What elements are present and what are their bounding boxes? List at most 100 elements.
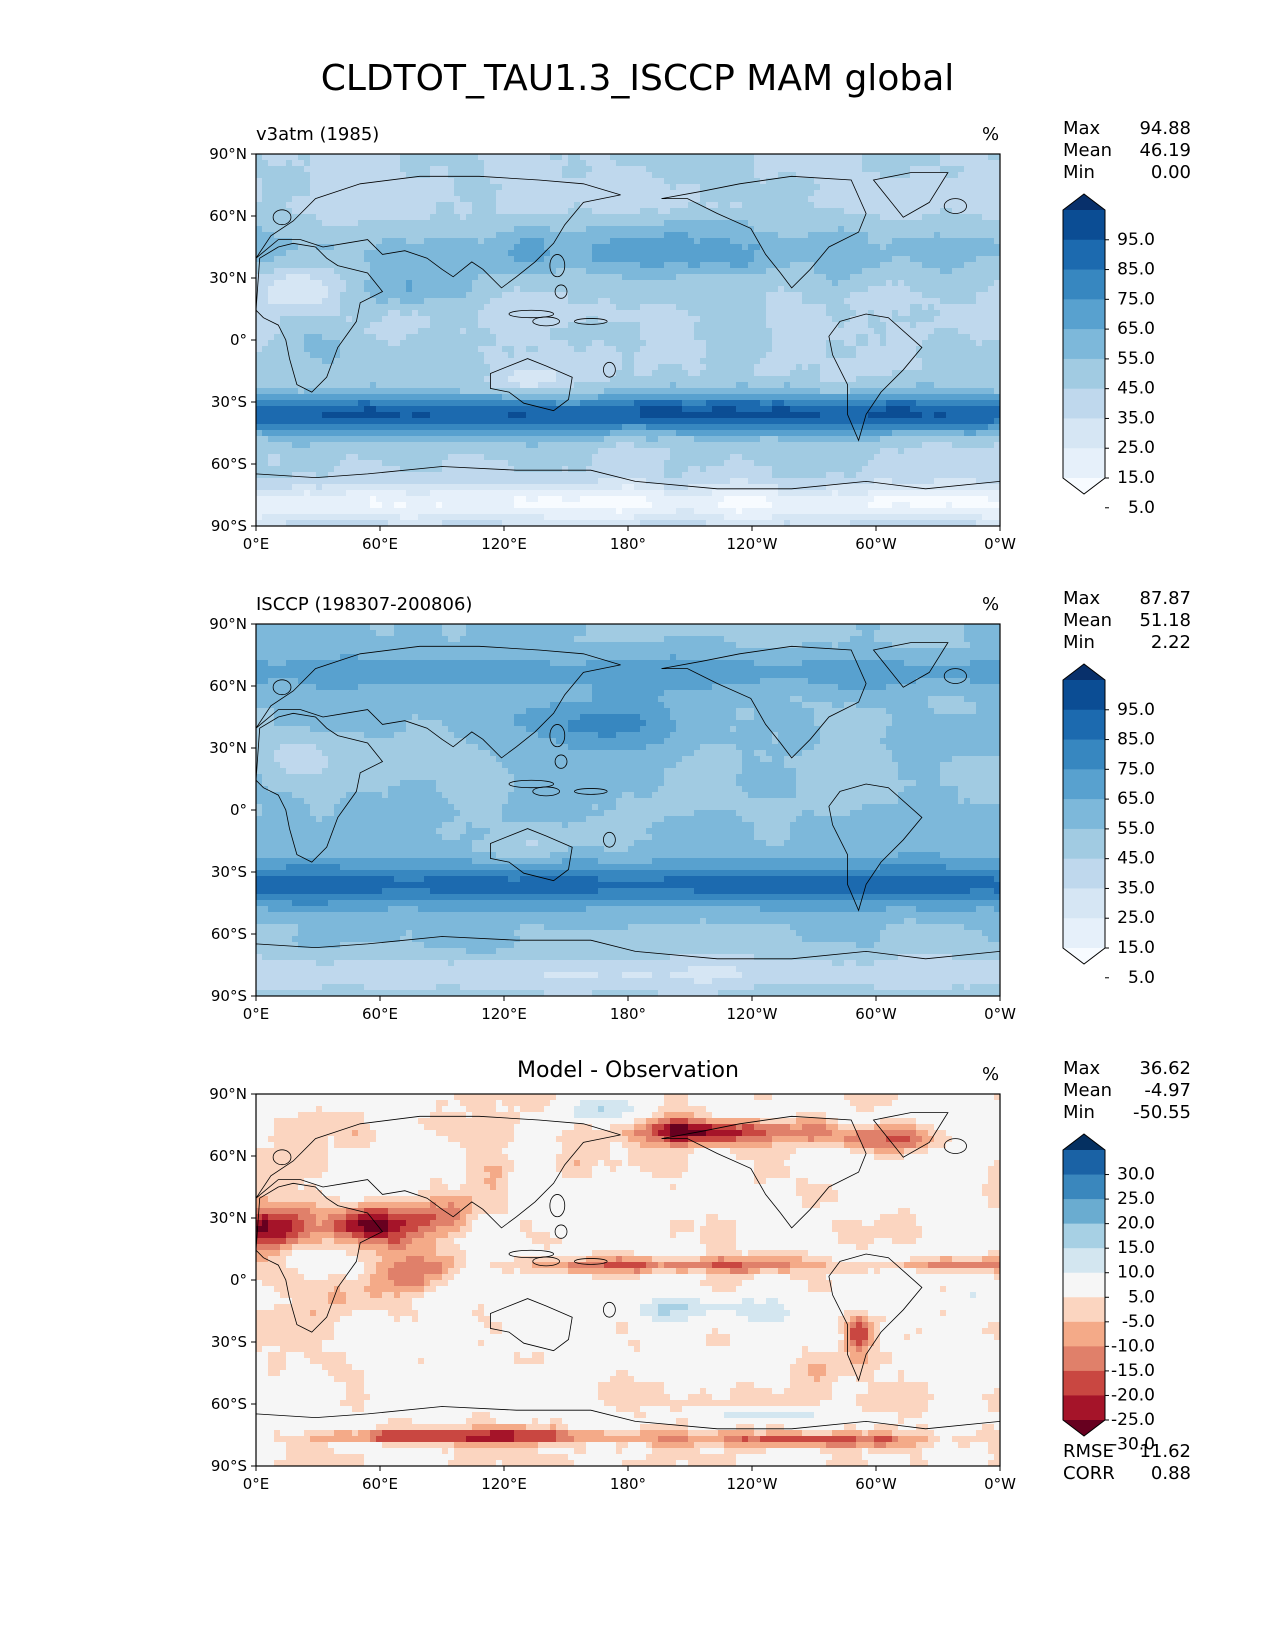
colorbar-tick-label: -25.0 xyxy=(1111,1410,1155,1430)
panel-1-stats: Max 94.88 Mean 46.19 Min 0.00 xyxy=(1063,118,1191,184)
island-outline xyxy=(549,724,566,748)
colorbar-1: 95.0 85.0 75.0 65.0 55.0 45.0 35.0 25.0 15.0 5.0 xyxy=(1062,193,1155,518)
coastline xyxy=(256,175,621,289)
island-outline xyxy=(554,1224,568,1239)
colorbar-tick-label: 5.0 xyxy=(1128,498,1155,518)
coastline xyxy=(256,242,384,393)
panel-3-error-stats: RMSE 11.62 CORR 0.88 xyxy=(1063,1441,1191,1485)
colorbar-tick-label: -5.0 xyxy=(1122,1312,1155,1332)
island-outline xyxy=(574,788,608,795)
lon-tick-label: 180° xyxy=(610,1005,646,1023)
panel-2-units: % xyxy=(982,594,999,615)
island-outline xyxy=(943,1138,967,1154)
colorbar-segment xyxy=(1063,1297,1105,1323)
lat-tick-label: 30°N xyxy=(209,739,247,757)
colorbar-segment xyxy=(1063,828,1105,860)
colorbar-segment xyxy=(1063,1174,1105,1200)
lon-tick-label: 60°W xyxy=(855,1005,897,1023)
colorbar-tick-label: 45.0 xyxy=(1117,379,1155,399)
map-panel-2: 90°N 60°N 30°N 0° 30°S 60°S 90°S0°E 60°E 120°E 18… xyxy=(209,615,1016,1023)
lon-tick-label: 120°E xyxy=(481,1475,527,1493)
stat-mean-value: 51.18 xyxy=(1139,610,1191,632)
lat-tick-label: 0° xyxy=(230,1271,247,1289)
colorbar-segment xyxy=(1063,888,1105,919)
lon-tick-label: 180° xyxy=(610,1475,646,1493)
island-outline xyxy=(272,1149,292,1166)
coastline xyxy=(256,466,1000,526)
stat-label: Mean xyxy=(1063,1080,1112,1102)
colorbar-segment xyxy=(1063,1395,1105,1421)
contour-field xyxy=(256,154,1000,526)
colorbar-segment xyxy=(1063,299,1105,330)
coastline xyxy=(828,783,923,912)
island-outline xyxy=(603,831,616,848)
coastline xyxy=(490,1298,573,1352)
island-outline xyxy=(554,754,568,769)
island-outline xyxy=(532,316,560,327)
colorbar-tick-label: 85.0 xyxy=(1117,260,1155,280)
colorbar-tick-label: 25.0 xyxy=(1117,438,1155,458)
coastline xyxy=(661,645,867,759)
panel-3-title: Model - Observation xyxy=(256,1058,1000,1083)
island-outline xyxy=(272,209,292,226)
colorbar-tick-label: 75.0 xyxy=(1117,289,1155,309)
coastline xyxy=(661,175,867,289)
colorbar-segment xyxy=(1063,329,1105,360)
map-panel-3: 90°N 60°N 30°N 0° 30°S 60°S 90°S0°E 60°E 120°E 18… xyxy=(209,1085,1016,1493)
colorbar-segment xyxy=(1063,918,1105,949)
coastline xyxy=(256,645,621,759)
colorbar-tick-label: 20.0 xyxy=(1117,1214,1155,1234)
stat-label: CORR xyxy=(1063,1463,1115,1485)
colorbar-segment xyxy=(1063,358,1105,390)
island-outline xyxy=(549,254,566,278)
colorbar-segment xyxy=(1063,858,1105,889)
colorbar-segment xyxy=(1063,239,1105,271)
colorbar-tick-label: 75.0 xyxy=(1117,759,1155,779)
coastline xyxy=(872,1112,949,1158)
coastline xyxy=(872,172,949,218)
colorbar-segment xyxy=(1063,680,1105,711)
colorbar-tick-label: 30.0 xyxy=(1117,1165,1155,1185)
lat-tick-label: 90°S xyxy=(211,1457,247,1475)
colorbar-tick-label: 35.0 xyxy=(1117,878,1155,898)
lat-tick-label: 60°N xyxy=(209,1147,247,1165)
coastline xyxy=(256,1406,1000,1466)
colorbar-segment xyxy=(1063,1150,1105,1176)
lat-tick-label: 90°N xyxy=(209,615,247,633)
lon-tick-label: 120°W xyxy=(727,1475,778,1493)
lat-tick-label: 30°S xyxy=(211,393,247,411)
island-outline xyxy=(603,1301,616,1318)
colorbar-extend-max xyxy=(1063,664,1105,680)
colorbar-segment xyxy=(1063,799,1105,830)
island-outline xyxy=(272,679,292,696)
stat-label: Max xyxy=(1063,118,1100,140)
colorbar-segment xyxy=(1063,1321,1105,1347)
colorbar-tick-label: 65.0 xyxy=(1117,789,1155,809)
colorbar-tick-label: -10.0 xyxy=(1111,1336,1155,1356)
colorbar-tick-label: 55.0 xyxy=(1117,819,1155,839)
lon-tick-label: 0°W xyxy=(984,1005,1016,1023)
colorbar-segment xyxy=(1063,769,1105,800)
stat-rmse-value: 11.62 xyxy=(1139,1441,1191,1463)
colorbar-segment xyxy=(1063,739,1105,770)
panel-2-stats: Max 87.87 Mean 51.18 Min 2.22 xyxy=(1063,588,1191,654)
lon-tick-label: 0°W xyxy=(984,535,1016,553)
stat-label: Max xyxy=(1063,588,1100,610)
colorbar-segment xyxy=(1063,418,1105,449)
lon-tick-label: 120°W xyxy=(727,535,778,553)
lon-tick-label: 120°W xyxy=(727,1005,778,1023)
stat-label: Mean xyxy=(1063,610,1112,632)
island-outline xyxy=(508,1249,555,1259)
colorbar-segment xyxy=(1063,1223,1105,1249)
lon-tick-label: 60°E xyxy=(362,1475,398,1493)
lon-tick-label: 60°W xyxy=(855,535,897,553)
stat-max-value: 94.88 xyxy=(1139,118,1191,140)
stat-max-value: 87.87 xyxy=(1139,588,1191,610)
colorbar-tick-label: 5.0 xyxy=(1128,968,1155,988)
colorbar-segment xyxy=(1063,1248,1105,1274)
coastline xyxy=(828,313,923,442)
colorbar-tick-label: 10.0 xyxy=(1117,1263,1155,1283)
coastline xyxy=(490,358,573,412)
island-outline xyxy=(943,198,967,214)
lat-tick-label: 30°N xyxy=(209,269,247,287)
